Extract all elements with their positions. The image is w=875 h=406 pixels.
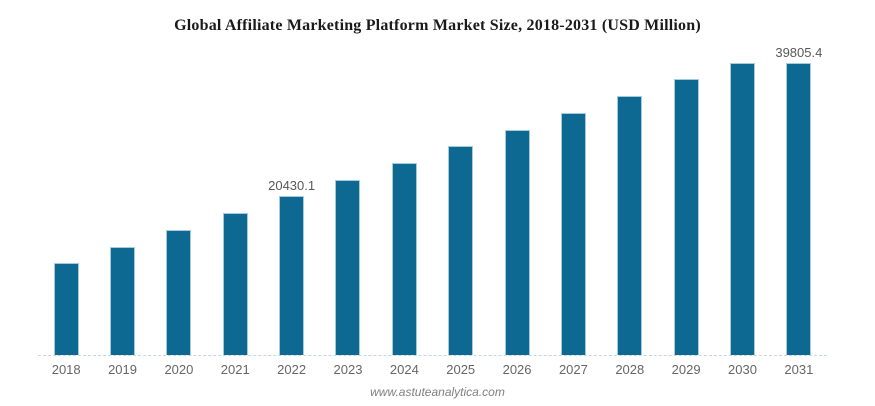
bar-data-label: 20430.1	[268, 178, 316, 193]
x-tick-label-2028: 2028	[615, 362, 645, 377]
bar-2031[interactable]	[786, 63, 812, 355]
bar-2020[interactable]	[166, 230, 192, 355]
bar-2022[interactable]	[279, 196, 305, 355]
bar-slot	[658, 46, 714, 355]
x-tick-label-2031: 2031	[784, 362, 814, 377]
x-tick-label-2018: 2018	[51, 362, 81, 377]
x-tick-label-2029: 2029	[671, 362, 701, 377]
bar-slot: 39805.4	[771, 46, 827, 355]
bars-row: 20430.1 39805.4	[38, 46, 827, 355]
bar-2019[interactable]	[110, 247, 136, 355]
x-tick-label-2020: 2020	[164, 362, 194, 377]
x-tick-label-2021: 2021	[220, 362, 250, 377]
bar-slot	[714, 46, 770, 355]
bar-slot	[602, 46, 658, 355]
x-tick-label-2025: 2025	[446, 362, 476, 377]
bar-slot: 20430.1	[263, 46, 319, 355]
bar-slot	[489, 46, 545, 355]
bar-2025[interactable]	[448, 146, 474, 355]
bar-2023[interactable]	[335, 180, 361, 355]
bar-slot	[433, 46, 489, 355]
bar-2024[interactable]	[391, 163, 417, 355]
x-axis-line	[38, 355, 827, 356]
x-tick-label-2027: 2027	[558, 362, 588, 377]
bar-slot	[38, 46, 94, 355]
bar-2027[interactable]	[560, 113, 586, 355]
x-tick-label-2030: 2030	[728, 362, 757, 377]
x-tick-label-2026: 2026	[502, 362, 532, 377]
plot-area: 20430.1 39805.4 2018 2019 2020 2021 2022 2023 2…	[38, 46, 827, 376]
bar-slot	[320, 46, 376, 355]
x-tick-label-2023: 2023	[333, 362, 363, 377]
x-tick-label-2022: 2022	[277, 362, 307, 377]
x-tick-label-2024: 2024	[389, 362, 419, 377]
bar-2029[interactable]	[673, 79, 699, 355]
bar-slot	[94, 46, 150, 355]
bar-slot	[151, 46, 207, 355]
bar-slot	[376, 46, 432, 355]
bar-2026[interactable]	[504, 130, 530, 355]
bar-data-label: 39805.4	[775, 45, 823, 60]
bar-slot	[207, 46, 263, 355]
bar-2021[interactable]	[222, 213, 248, 355]
bar-2030[interactable]	[729, 63, 755, 355]
chart-title: Global Affiliate Marketing Platform Mark…	[174, 17, 701, 34]
x-axis-labels: 2018 2019 2020 2021 2022 2023 2024 2025 2026 2027…	[38, 355, 827, 376]
source-watermark: www.astuteanalytica.com	[370, 385, 505, 399]
x-tick-label-2019: 2019	[108, 362, 137, 377]
bar-2018[interactable]	[53, 263, 79, 355]
bar-2028[interactable]	[617, 96, 643, 355]
bar-slot	[545, 46, 601, 355]
